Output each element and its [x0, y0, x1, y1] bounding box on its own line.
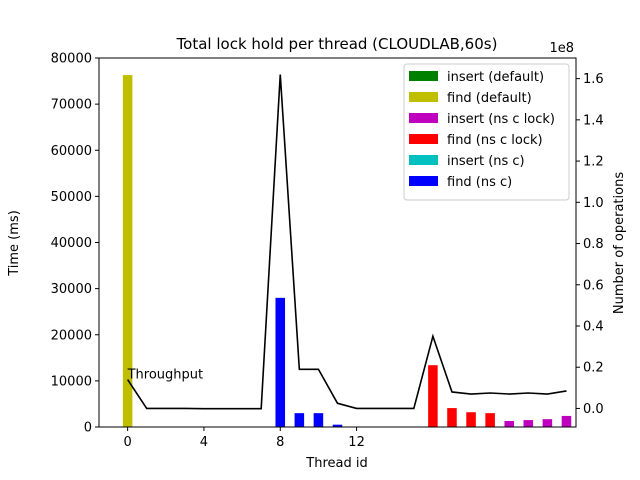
x-tick-label: 8: [276, 435, 284, 450]
y2-tick-label: 1.4: [583, 113, 604, 128]
legend-swatch: [409, 71, 438, 81]
legend-label: find (default): [447, 91, 532, 106]
annotations-layer: Throughput: [127, 368, 204, 383]
bar: [294, 413, 305, 427]
bar: [428, 365, 438, 427]
y-tick-label: 40000: [51, 236, 92, 251]
y-tick-label: 0: [84, 421, 92, 436]
legend-label: find (ns c): [447, 175, 512, 190]
bar: [523, 420, 534, 427]
legend-label: insert (default): [447, 70, 544, 85]
x-tick-label: 4: [200, 435, 208, 450]
annotation-label: Throughput: [127, 368, 204, 383]
y-tick-label: 30000: [51, 282, 92, 297]
x-tick-label: 0: [123, 435, 131, 450]
legend-swatch: [409, 134, 438, 144]
bar: [466, 412, 476, 427]
y-tick-label: 20000: [51, 328, 92, 343]
y-tick-label: 80000: [51, 52, 92, 67]
bar: [542, 419, 553, 427]
y2-axis-multiplier: 1e8: [549, 41, 574, 56]
y2-tick-label: 0.8: [583, 237, 604, 252]
y2-tick-label: 1.6: [583, 72, 604, 87]
bar: [447, 408, 457, 427]
y-tick-label: 60000: [51, 144, 92, 159]
x-axis-title: Thread id: [305, 456, 367, 471]
legend: insert (default) find (default) insert (ns…: [403, 63, 570, 201]
bar: [561, 415, 572, 427]
bar: [313, 413, 324, 427]
bar: [122, 75, 133, 427]
y2-tick-label: 0.4: [583, 319, 604, 334]
bar: [275, 297, 286, 427]
y2-tick-label: 1.2: [583, 155, 604, 170]
legend-box: [403, 63, 570, 201]
legend-swatch: [409, 113, 438, 123]
bar: [485, 413, 495, 427]
y2-tick-label: 0.0: [583, 402, 604, 417]
y2-tick-label: 0.6: [583, 278, 604, 293]
y-tick-label: 10000: [51, 374, 92, 389]
throughput-line: [126, 74, 567, 410]
ticks-layer: 0 4 8 12 0 10000 20000 30000 40000 50000 60000 7000…: [51, 52, 604, 451]
x-tick-label: 12: [348, 435, 365, 450]
bars-layer: [122, 75, 572, 427]
legend-label: insert (ns c lock): [447, 112, 555, 127]
legend-label: find (ns c lock): [447, 133, 543, 148]
bar: [332, 424, 343, 427]
y2-axis-title: Number of operations: [612, 172, 627, 314]
y-tick-label: 70000: [51, 98, 92, 113]
bar: [504, 421, 514, 427]
legend-swatch: [409, 92, 438, 102]
y-axis-title: Time (ms): [7, 210, 22, 277]
chart-title: Total lock hold per thread (CLOUDLAB,60s…: [176, 35, 498, 53]
legend-label: insert (ns c): [447, 154, 525, 169]
legend-swatch: [409, 155, 438, 165]
y-tick-label: 50000: [51, 190, 92, 205]
legend-swatch: [409, 176, 438, 186]
y2-tick-label: 1.0: [583, 196, 604, 211]
y2-tick-label: 0.2: [583, 361, 604, 376]
